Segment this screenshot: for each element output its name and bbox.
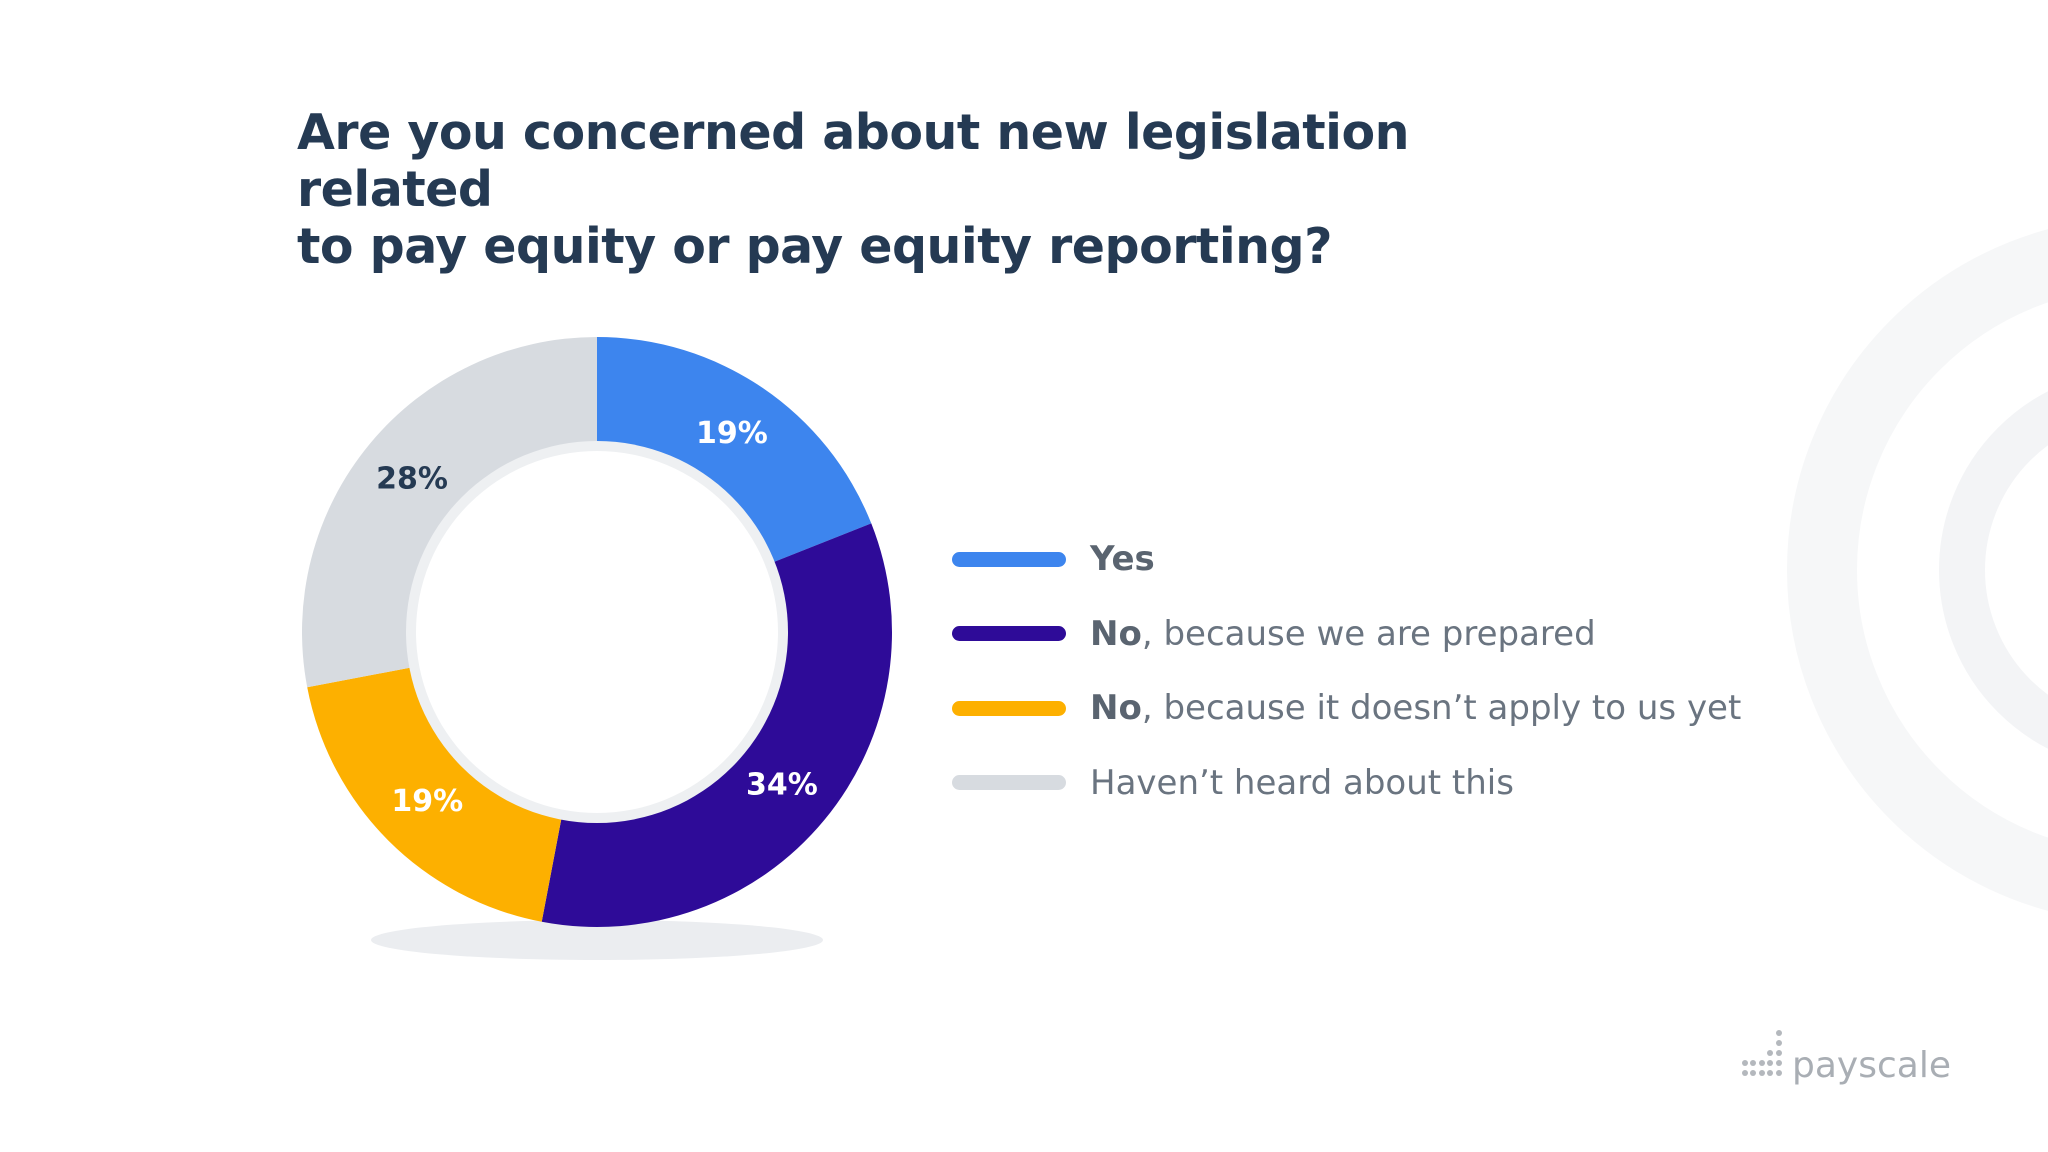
legend-label: Yes <box>1090 539 1155 579</box>
page-title: Are you concerned about new legislation … <box>297 104 1597 275</box>
slice-no-prepared <box>541 523 892 927</box>
chart-shadow <box>371 920 823 960</box>
background-arc-outer <box>1787 229 2048 911</box>
payscale-logo-icon <box>1742 1030 1782 1076</box>
title-line-2: to pay equity or pay equity reporting? <box>297 218 1333 275</box>
legend-item-yes: Yes <box>952 522 1741 597</box>
legend-swatch <box>952 775 1066 791</box>
legend-label-strong: No <box>1090 613 1142 654</box>
legend-item-not-heard: Haven’t heard about this <box>952 746 1741 821</box>
legend-swatch <box>952 626 1066 642</box>
legend-label-strong: Yes <box>1090 539 1155 580</box>
slice-label: 19% <box>391 784 463 819</box>
legend-label-rest: , because it doesn’t apply to us yet <box>1141 688 1742 729</box>
slice-yes <box>597 337 872 566</box>
slice-label: 34% <box>746 767 818 802</box>
legend-item-no-not-applicable: No, because it doesn’t apply to us yet <box>952 671 1741 746</box>
legend-label-rest: Haven’t heard about this <box>1090 762 1514 803</box>
legend-label-strong: No <box>1090 688 1142 729</box>
background-arc-inner <box>1939 391 2048 749</box>
legend-label: No, because it doesn’t apply to us yet <box>1090 688 1741 728</box>
legend-item-no-prepared: No, because we are prepared <box>952 597 1741 672</box>
legend-swatch <box>952 551 1066 567</box>
slice-label: 28% <box>376 462 448 497</box>
slice-no-not-applicable <box>307 665 564 922</box>
slice-label: 19% <box>696 416 768 451</box>
legend-label: No, because we are prepared <box>1090 614 1596 654</box>
slice-labels: 19% 34% 19% 28% <box>376 416 818 819</box>
payscale-logo: payscale <box>1742 1030 1951 1084</box>
donut-hole <box>416 451 778 813</box>
title-line-1: Are you concerned about new legislation … <box>297 104 1410 218</box>
legend-label: Haven’t heard about this <box>1090 763 1514 803</box>
legend-label-rest: , because we are prepared <box>1141 613 1596 654</box>
legend-swatch <box>952 700 1066 716</box>
legend: Yes No, because we are prepared No, beca… <box>952 522 1741 820</box>
payscale-logo-text: payscale <box>1792 1045 1951 1086</box>
